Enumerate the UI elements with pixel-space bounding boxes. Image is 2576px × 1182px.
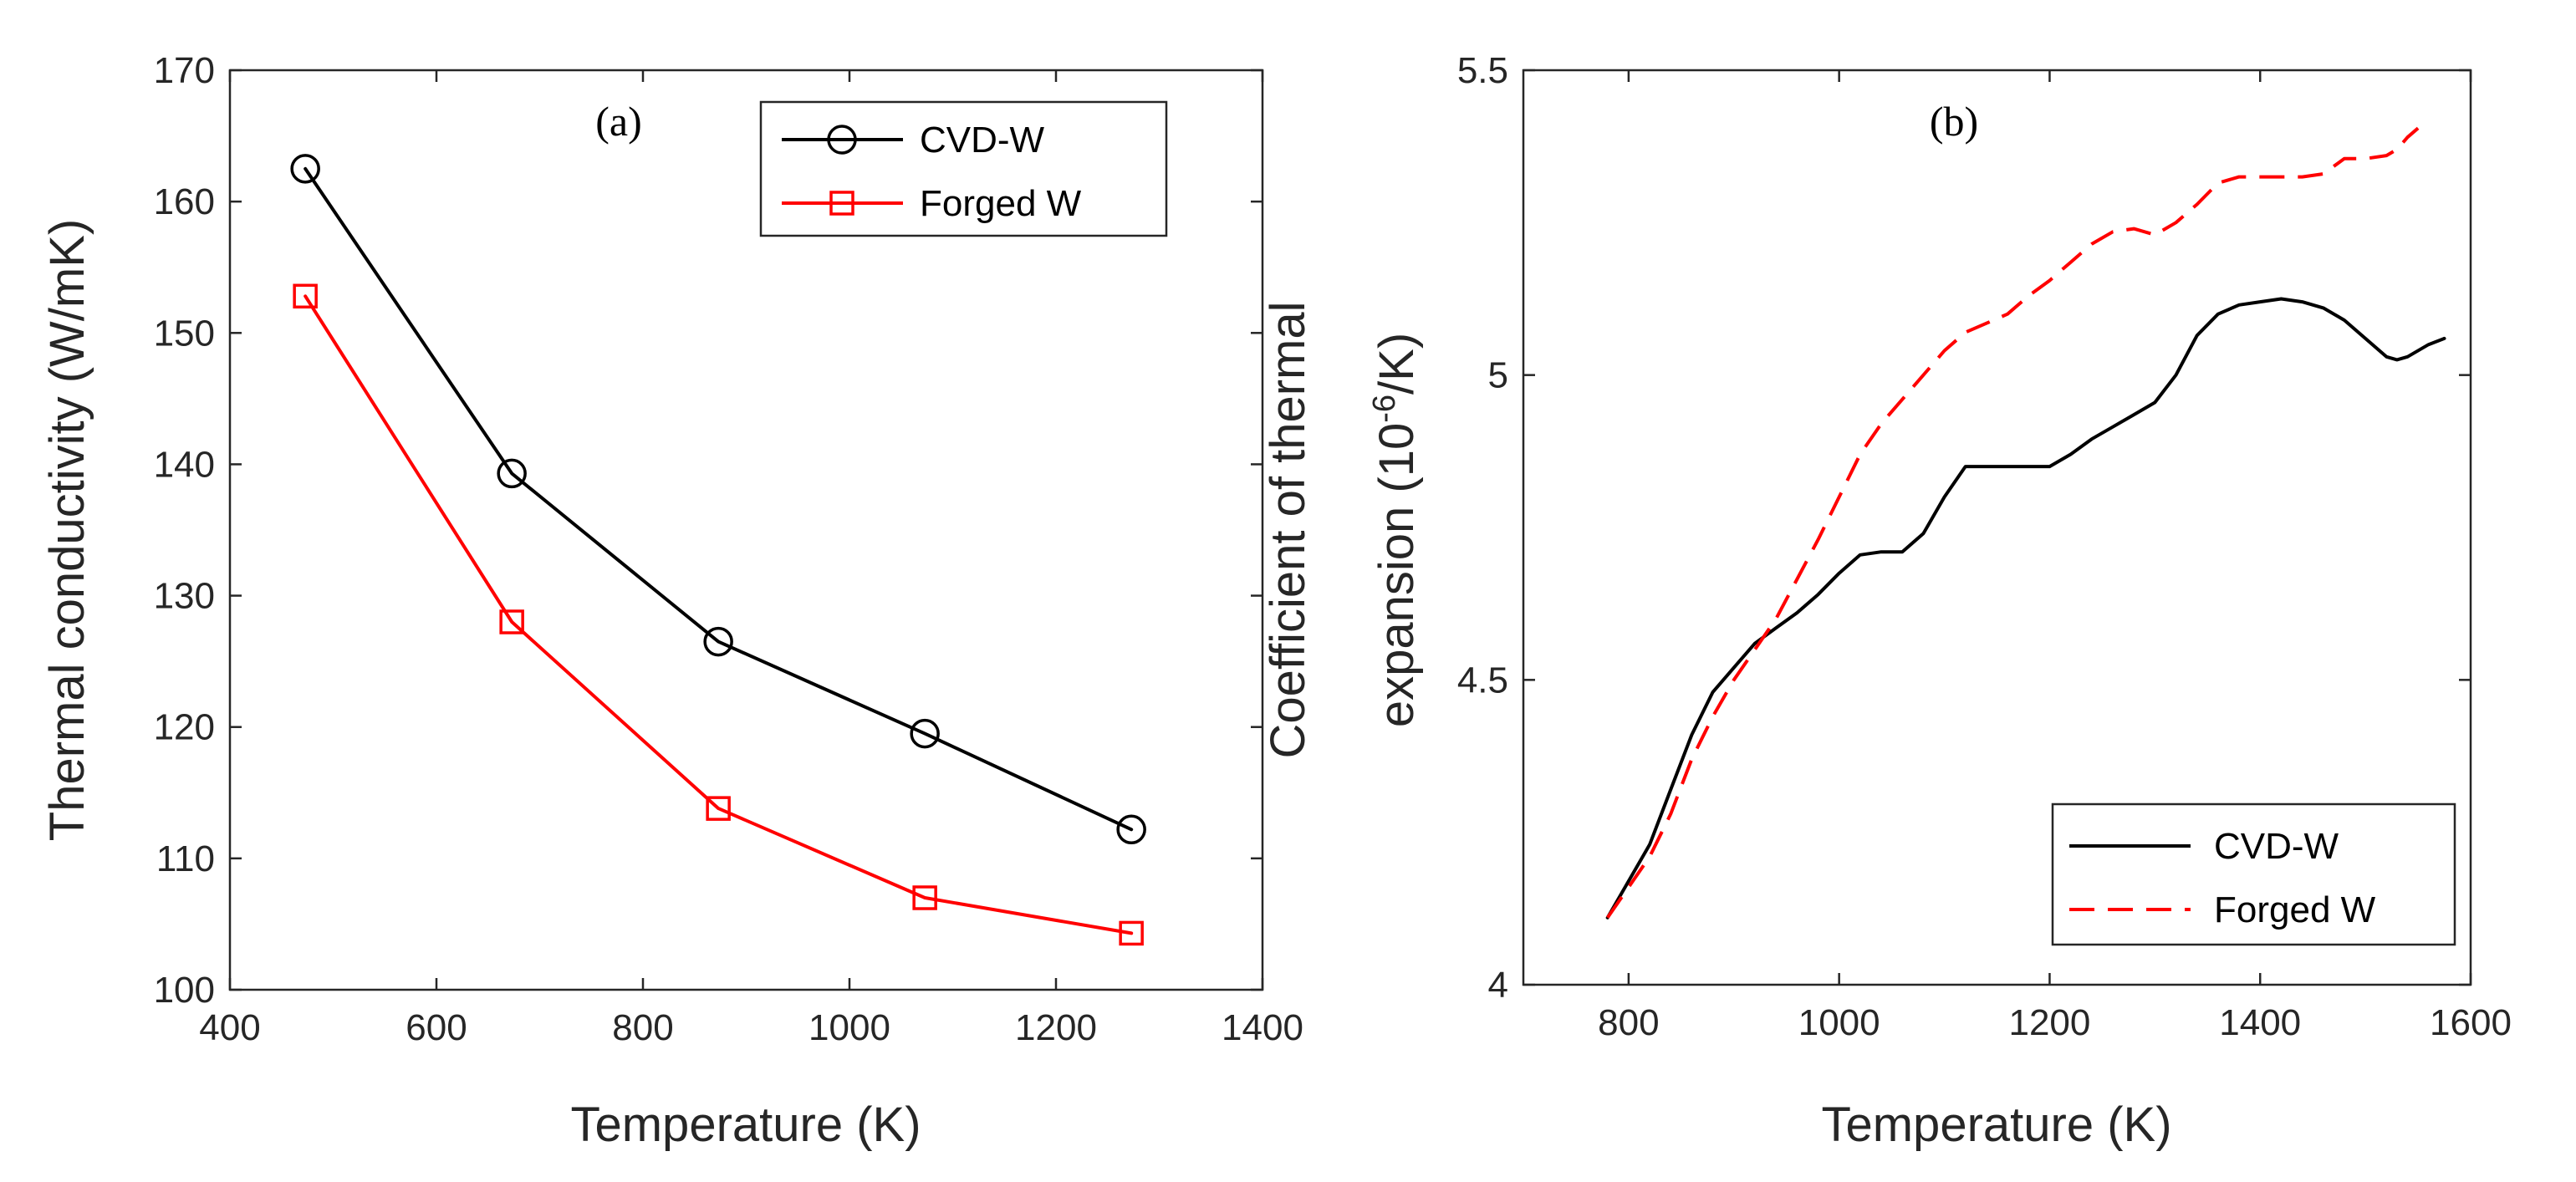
panel-b-y-axis-label-line1: Coefficient of thermal bbox=[1261, 302, 1315, 759]
panel-a-legend-marker-cvd-w bbox=[827, 125, 857, 155]
panel-b-legend: CVD-W Forged W bbox=[2051, 802, 2456, 946]
panel-a-point-forged-w bbox=[912, 885, 937, 910]
panel-a-legend-label-cvd-w: CVD-W bbox=[920, 120, 1045, 160]
panel-a-point-cvd-w bbox=[703, 626, 733, 657]
panel-a-point-forged-w bbox=[499, 609, 524, 634]
panel-a-point-forged-w bbox=[1119, 920, 1144, 946]
panel-b-y-tick-label: 4 bbox=[1488, 965, 1508, 1006]
panel-b-series-line-forged-w bbox=[1606, 126, 2420, 919]
panel-a-y-tick-label: 130 bbox=[154, 576, 215, 617]
panel-b-y-axis-label-line2: expansion (10-6/K) bbox=[1367, 333, 1424, 727]
panel-a-y-tick-label: 160 bbox=[154, 181, 215, 222]
panel-b-x-tick-label: 1000 bbox=[1798, 1002, 1880, 1043]
panel-a-y-tick-label: 110 bbox=[156, 838, 215, 879]
panel-b-label: (b) bbox=[1930, 98, 1978, 145]
panel-b-y-ticks: 4 4.5 5 5.5 bbox=[1457, 50, 2471, 1006]
panel-a-y-tick-label: 100 bbox=[154, 970, 215, 1011]
panel-a-series-line-forged-w bbox=[304, 294, 1134, 935]
panel-a-x-ticks: 400 600 800 1000 1200 1400 bbox=[199, 70, 1303, 1048]
ylabel-line2-prefix: expansion (10 bbox=[1370, 423, 1424, 727]
ylabel-exponent: -6 bbox=[1367, 395, 1402, 423]
panel-b-series-lines bbox=[1605, 126, 2446, 920]
panel-a-label: (a) bbox=[595, 98, 642, 145]
panel-a-x-tick-label: 1000 bbox=[809, 1007, 890, 1048]
panel-b-x-ticks: 800 1000 1200 1400 1600 bbox=[1598, 70, 2512, 1043]
panel-a-series-lines bbox=[304, 166, 1134, 935]
panel-b-x-tick-label: 1600 bbox=[2430, 1002, 2512, 1043]
panel-b-y-axis-label: Coefficient of thermal expansion (10-6/K… bbox=[1261, 302, 1424, 759]
panel-b-series-line-cvd-w bbox=[1605, 297, 2446, 920]
panel-a-point-cvd-w bbox=[290, 154, 320, 184]
panel-a-legend-label-forged-w: Forged W bbox=[920, 183, 1082, 224]
panel-a-y-ticks: 100 110 120 130 140 150 160 170 bbox=[154, 50, 1262, 1011]
panel-a-x-tick-label: 600 bbox=[406, 1007, 467, 1048]
panel-b-thermal-expansion-chart: 4 4.5 5 5.5 800 1000 1200 1400 1600 (b) CVD-W F… bbox=[1261, 50, 2512, 1152]
panel-a-y-axis-label: Thermal conductivity (W/mK) bbox=[40, 219, 94, 841]
panel-a-point-forged-w bbox=[706, 796, 731, 821]
panel-a-thermal-conductivity-chart: 100 110 120 130 140 150 160 170 400 600 800 1000 12… bbox=[40, 50, 1303, 1152]
panel-a-x-tick-label: 400 bbox=[199, 1007, 260, 1048]
panel-a-x-tick-label: 1400 bbox=[1222, 1007, 1303, 1048]
panel-b-y-tick-label: 5 bbox=[1488, 355, 1508, 396]
panel-a-point-cvd-w bbox=[497, 458, 527, 489]
panel-b-legend-label-cvd-w: CVD-W bbox=[2214, 826, 2339, 867]
panel-a-point-cvd-w bbox=[1116, 814, 1146, 845]
panel-a-y-tick-label: 140 bbox=[154, 444, 215, 485]
panel-a-series-line-cvd-w bbox=[304, 166, 1134, 832]
panel-b-x-axis-label: Temperature (K) bbox=[1821, 1098, 2171, 1152]
panel-a-y-tick-label: 150 bbox=[154, 313, 215, 354]
panel-a-point-cvd-w bbox=[910, 718, 940, 749]
panel-a-legend-box bbox=[759, 100, 1168, 237]
panel-a-x-axis-label: Temperature (K) bbox=[570, 1098, 921, 1152]
panel-b-y-tick-label: 5.5 bbox=[1457, 50, 1508, 91]
panel-a-y-tick-label: 170 bbox=[154, 50, 215, 91]
ylabel-line2-suffix: /K) bbox=[1370, 333, 1424, 395]
panel-a-x-tick-label: 800 bbox=[612, 1007, 673, 1048]
panel-b-x-tick-label: 800 bbox=[1598, 1002, 1659, 1043]
panel-a-y-tick-label: 120 bbox=[154, 707, 215, 748]
panel-b-x-tick-label: 1400 bbox=[2219, 1002, 2301, 1043]
panel-a-legend: CVD-W Forged W bbox=[759, 100, 1168, 237]
panel-b-legend-label-forged-w: Forged W bbox=[2214, 889, 2376, 930]
panel-a-x-tick-label: 1200 bbox=[1015, 1007, 1097, 1048]
panel-b-y-tick-label: 4.5 bbox=[1457, 660, 1508, 701]
panel-a-legend-marker-forged-w bbox=[829, 191, 854, 216]
panel-b-x-tick-label: 1200 bbox=[2008, 1002, 2090, 1043]
panel-a-series-markers bbox=[290, 154, 1146, 946]
panel-b-legend-box bbox=[2051, 802, 2456, 946]
panel-a-point-forged-w bbox=[293, 283, 318, 309]
